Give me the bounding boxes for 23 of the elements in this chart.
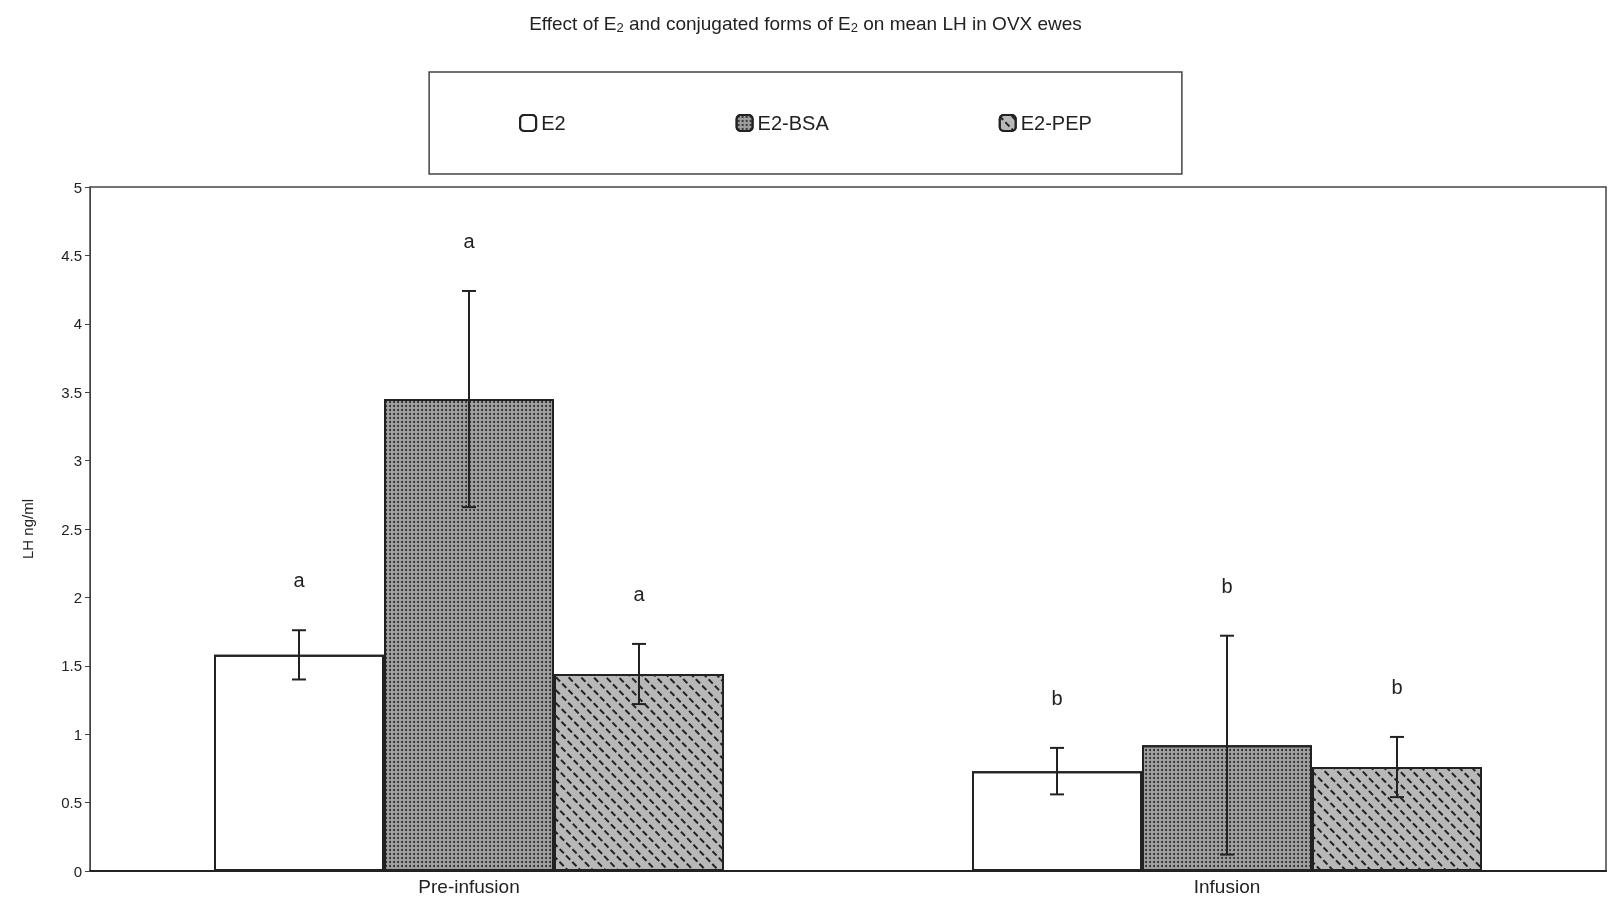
- y-tick-label: 0.5: [61, 794, 82, 812]
- y-tick-label: 5: [73, 178, 82, 196]
- y-tick-label: 3: [73, 452, 82, 470]
- legend-label: E2: [541, 112, 566, 134]
- annotation: a: [293, 569, 306, 592]
- legend-label: E2-BSA: [757, 112, 830, 134]
- y-tick-label: 2.5: [61, 520, 82, 538]
- annotation: b: [1051, 686, 1063, 709]
- annotation: b: [1221, 574, 1233, 597]
- y-tick-label: 4: [73, 315, 82, 333]
- y-tick-label: 4.5: [61, 246, 82, 264]
- y-tick-label: 1.5: [61, 657, 82, 675]
- x-tick-label: Infusion: [1193, 876, 1261, 897]
- annotation: a: [463, 229, 476, 252]
- y-tick-label: 3.5: [61, 383, 82, 401]
- y-tick-label: 2: [73, 588, 82, 606]
- y-tick-label: 1: [73, 725, 82, 743]
- annotation: b: [1391, 675, 1403, 698]
- y-tick-label: 0: [73, 862, 82, 880]
- y-axis-title: LH ng/ml: [19, 498, 36, 560]
- annotation: a: [633, 582, 646, 605]
- x-tick-label: Pre-infusion: [418, 876, 520, 897]
- legend-label: E2-PEP: [1020, 112, 1092, 134]
